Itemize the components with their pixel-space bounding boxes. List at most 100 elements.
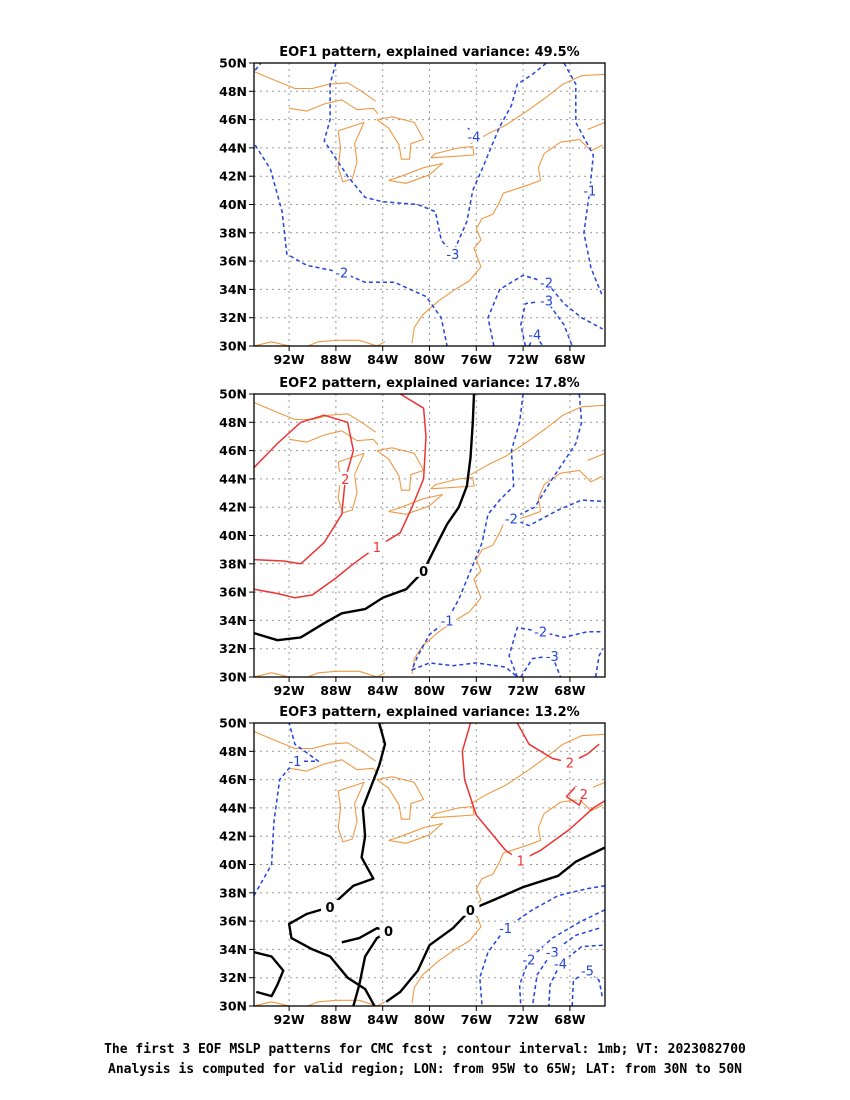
contour-label: -2 (335, 266, 348, 281)
x-tick-label: 92W (274, 683, 305, 698)
y-tick-label: 34N (219, 282, 247, 297)
contour-line (254, 63, 262, 71)
x-tick-label: 68W (554, 352, 585, 367)
contour-label-bg (543, 945, 562, 959)
contour-label-bg (336, 471, 355, 485)
contour-line (479, 884, 605, 1006)
contour-label: -3 (540, 295, 553, 310)
y-tick-label: 44N (219, 800, 247, 815)
coastline (376, 447, 425, 491)
y-tick-label: 46N (219, 772, 247, 787)
y-tick-label: 42N (219, 169, 247, 184)
y-tick-label: 38N (219, 885, 247, 900)
contour-label-bg (511, 853, 530, 867)
contour-label: 1 (517, 854, 525, 869)
contour-label: -4 (467, 131, 480, 146)
contour-line (563, 63, 604, 297)
coastline (254, 70, 377, 102)
contour-label-bg (525, 327, 544, 341)
contour-line (520, 299, 573, 346)
contour-line (385, 846, 605, 1003)
contour-label-bg (537, 293, 556, 307)
contour-label-bg (502, 511, 521, 525)
eof2-panel: EOF2 pattern, explained variance: 17.8% 2… (219, 376, 606, 698)
contour-label-bg (560, 755, 579, 769)
caption-line-1: The first 3 EOF MSLP patterns for CMC fc… (104, 1042, 746, 1057)
contour-line (520, 655, 562, 677)
coastline (430, 145, 475, 159)
x-tick-label: 68W (554, 683, 585, 698)
coastline (470, 73, 605, 145)
coastline (254, 730, 377, 762)
coastline (470, 404, 605, 476)
contour-label: -3 (446, 248, 459, 263)
contour-label-bg (332, 265, 351, 279)
contour-label: 2 (580, 788, 588, 803)
y-tick-label: 34N (219, 613, 247, 628)
coastline (388, 493, 443, 515)
contour-line (518, 909, 605, 1006)
contour-label-bg (574, 786, 593, 800)
x-tick-label: 80W (414, 683, 445, 698)
contour-line (254, 951, 285, 998)
coastline (289, 759, 379, 775)
coastline (388, 822, 443, 844)
coastline (376, 116, 425, 160)
contour-line (487, 274, 604, 346)
panel-title: EOF3 pattern, explained variance: 13.2% (279, 705, 579, 720)
eof3-panel: EOF3 pattern, explained variance: 13.2% -… (219, 705, 606, 1027)
x-tick-label: 80W (414, 352, 445, 367)
contour-line (508, 626, 603, 677)
contour-label: 0 (384, 925, 393, 940)
coastline (254, 670, 386, 677)
coastline (587, 121, 605, 131)
contour-label: 0 (466, 904, 475, 919)
coastline (411, 469, 603, 675)
y-tick-label: 30N (219, 339, 247, 354)
contour-label-bg (461, 902, 480, 916)
panel-title: EOF2 pattern, explained variance: 17.8% (279, 376, 579, 391)
contour-label: -2 (505, 513, 518, 528)
contour-line (510, 394, 605, 527)
x-tick-label: 72W (508, 683, 539, 698)
coastline (337, 781, 365, 843)
coastline (430, 476, 475, 490)
y-tick-label: 40N (219, 857, 247, 872)
contour-label-bg (443, 247, 462, 261)
coastline (587, 452, 605, 462)
y-tick-label: 36N (219, 585, 247, 600)
caption-line-2: Analysis is computed for valid region; L… (108, 1062, 742, 1077)
contour-label-bg (531, 624, 550, 638)
y-tick-label: 40N (219, 528, 247, 543)
y-tick-label: 34N (219, 942, 247, 957)
x-tick-label: 84W (367, 683, 398, 698)
contour-label: -2 (522, 953, 535, 968)
y-tick-label: 32N (219, 310, 247, 325)
contour-label: -1 (288, 755, 301, 770)
contour-label-bg (379, 924, 398, 938)
contour-label: 2 (341, 473, 349, 488)
x-tick-label: 72W (508, 352, 539, 367)
contour-line (254, 144, 448, 346)
contour-label: -1 (441, 614, 454, 629)
y-tick-label: 46N (219, 443, 247, 458)
coastline (411, 138, 603, 344)
contour-label-bg (438, 613, 457, 627)
contour-line (323, 63, 547, 255)
contour-label-bg (580, 183, 599, 197)
coastline (337, 121, 365, 183)
contour-label-bg (551, 956, 570, 970)
contour-label-bg (578, 963, 597, 977)
contour-label: -5 (581, 965, 594, 980)
contour-line (254, 394, 427, 599)
x-tick-label: 84W (367, 352, 398, 367)
x-tick-label: 72W (508, 1012, 539, 1027)
coastline (254, 401, 377, 433)
x-tick-label: 92W (274, 1012, 305, 1027)
contour-label: 1 (373, 541, 381, 556)
contour-label-bg (321, 899, 340, 913)
coastline (388, 162, 443, 184)
coastline (411, 798, 603, 1004)
coastline (289, 99, 379, 115)
